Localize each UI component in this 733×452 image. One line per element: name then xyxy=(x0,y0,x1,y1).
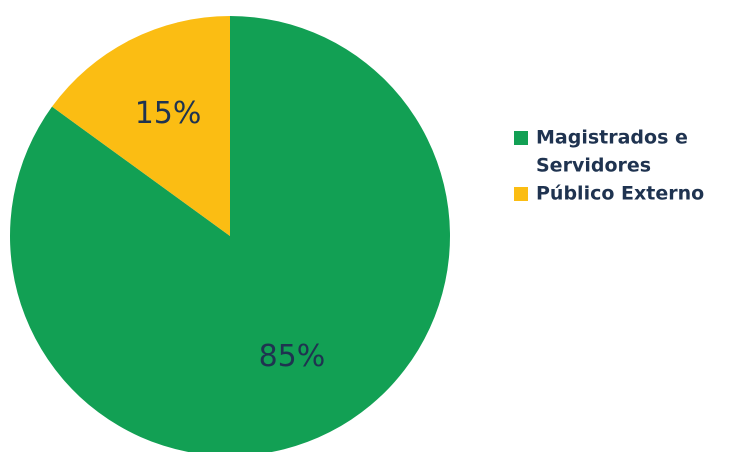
pie-slice-1 xyxy=(52,15,230,236)
legend-label-0-line-0: Magistrados e xyxy=(536,127,688,149)
legend-swatch-1 xyxy=(514,187,528,201)
pie-slices xyxy=(10,15,450,452)
legend: Magistrados e Servidores Público Externo xyxy=(514,127,704,205)
slice-data-label-0: 85% xyxy=(259,339,326,374)
legend-label-0-line-1: Servidores xyxy=(536,155,651,177)
pie-slice-labels: 85% 15% xyxy=(135,96,326,374)
legend-label-1-line-0: Público Externo xyxy=(536,183,704,205)
pie-slice-0 xyxy=(10,16,450,452)
slice-data-label-1: 15% xyxy=(135,96,202,131)
legend-swatch-0 xyxy=(514,131,528,145)
